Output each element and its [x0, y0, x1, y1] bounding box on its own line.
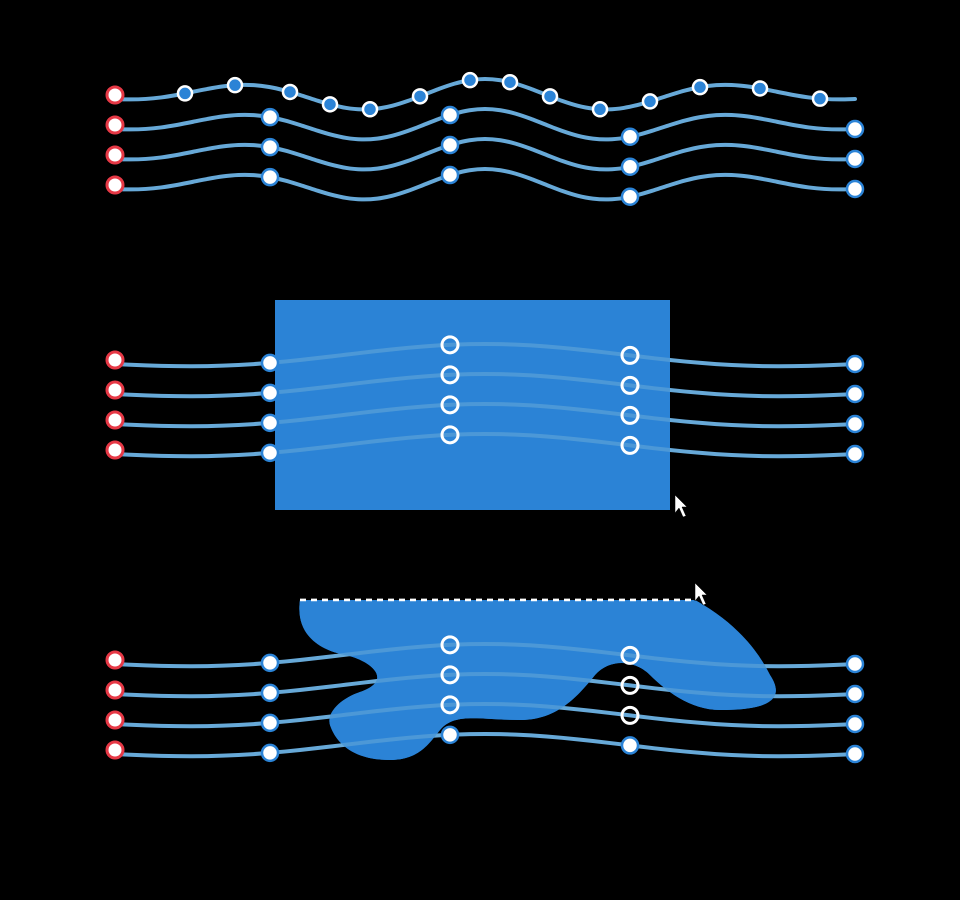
start-node-row-2[interactable]	[107, 712, 123, 728]
start-node-row-2[interactable]	[107, 147, 123, 163]
selected-node[interactable]	[593, 102, 607, 116]
node-r1[interactable]	[622, 129, 638, 145]
selected-node[interactable]	[753, 81, 767, 95]
node-r2[interactable]	[847, 151, 863, 167]
node[interactable]	[847, 746, 863, 762]
node-r3[interactable]	[622, 189, 638, 205]
selected-node[interactable]	[283, 85, 297, 99]
node[interactable]	[847, 686, 863, 702]
selected-node[interactable]	[228, 78, 242, 92]
selected-node[interactable]	[543, 89, 557, 103]
node[interactable]	[847, 416, 863, 432]
start-node-row-2[interactable]	[107, 412, 123, 428]
selected-node[interactable]	[813, 92, 827, 106]
node-r1[interactable]	[442, 107, 458, 123]
node[interactable]	[847, 716, 863, 732]
selected-node[interactable]	[323, 97, 337, 111]
node[interactable]	[847, 656, 863, 672]
node[interactable]	[262, 355, 278, 371]
start-node-row-3[interactable]	[107, 442, 123, 458]
start-node-row-3[interactable]	[107, 742, 123, 758]
selected-node[interactable]	[363, 102, 377, 116]
selected-node[interactable]	[463, 73, 477, 87]
node[interactable]	[847, 356, 863, 372]
node[interactable]	[262, 715, 278, 731]
start-node-row-0[interactable]	[107, 87, 123, 103]
node[interactable]	[622, 737, 638, 753]
diagram-canvas	[0, 0, 960, 900]
node-r2[interactable]	[622, 159, 638, 175]
node[interactable]	[442, 727, 458, 743]
node[interactable]	[262, 745, 278, 761]
node[interactable]	[262, 415, 278, 431]
node[interactable]	[847, 446, 863, 462]
node-r2[interactable]	[442, 137, 458, 153]
node[interactable]	[262, 445, 278, 461]
node[interactable]	[847, 386, 863, 402]
selected-node[interactable]	[643, 94, 657, 108]
node[interactable]	[262, 685, 278, 701]
start-node-row-1[interactable]	[107, 117, 123, 133]
selected-node[interactable]	[413, 89, 427, 103]
start-node-row-1[interactable]	[107, 382, 123, 398]
start-node-row-0[interactable]	[107, 652, 123, 668]
start-node-row-3[interactable]	[107, 177, 123, 193]
node-r1[interactable]	[847, 121, 863, 137]
node-r2[interactable]	[262, 139, 278, 155]
node[interactable]	[262, 655, 278, 671]
node-r1[interactable]	[262, 109, 278, 125]
start-node-row-0[interactable]	[107, 352, 123, 368]
selected-node[interactable]	[178, 86, 192, 100]
node[interactable]	[262, 385, 278, 401]
selected-node[interactable]	[503, 75, 517, 89]
start-node-row-1[interactable]	[107, 682, 123, 698]
node-r3[interactable]	[262, 169, 278, 185]
node-r3[interactable]	[847, 181, 863, 197]
selected-node[interactable]	[693, 80, 707, 94]
node-r3[interactable]	[442, 167, 458, 183]
